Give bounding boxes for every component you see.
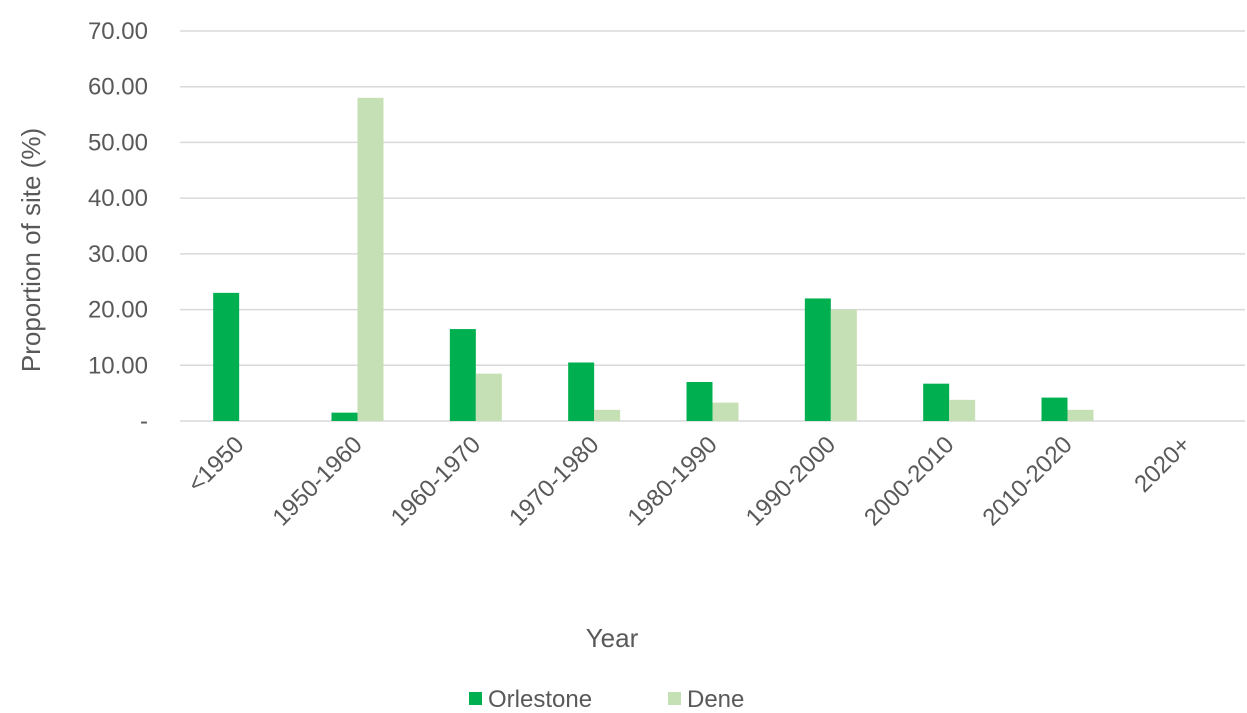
y-tick-label: 50.00 <box>88 129 148 156</box>
bar-orlestone-4 <box>686 382 713 421</box>
bar-orlestone-2 <box>449 329 476 421</box>
bar-dene-7 <box>1067 409 1094 421</box>
bar-orlestone-7 <box>1041 397 1068 421</box>
x-tick-label: 2000-2010 <box>859 431 959 531</box>
bar-dene-3 <box>594 409 621 421</box>
legend-swatch-dene <box>668 692 681 705</box>
x-tick-label: 1990-2000 <box>741 431 841 531</box>
bar-orlestone-3 <box>568 362 595 421</box>
bar-orlestone-5 <box>804 298 831 421</box>
bar-dene-1 <box>357 97 384 421</box>
y-tick-label: 70.00 <box>88 18 148 45</box>
y-tick-label: 40.00 <box>88 185 148 212</box>
x-tick-label: <1950 <box>183 431 250 498</box>
legend-label-orlestone: Orlestone <box>488 686 592 713</box>
bars <box>213 97 1094 421</box>
y-tick-label: 60.00 <box>88 74 148 101</box>
x-tick-label: 2020+ <box>1129 431 1196 498</box>
legend: Orlestone Dene <box>469 686 744 713</box>
bar-dene-2 <box>475 373 502 421</box>
y-tick-label: 10.00 <box>88 352 148 379</box>
bar-dene-5 <box>830 309 857 421</box>
x-tick-label: 2010-2020 <box>977 431 1077 531</box>
legend-label-dene: Dene <box>687 686 744 713</box>
x-tick-label: 1950-1960 <box>267 431 367 531</box>
gridlines <box>180 30 1245 422</box>
y-axis-ticks: - 10.00 20.00 30.00 40.00 50.00 60.00 70.00 <box>88 18 148 435</box>
bar-dene-6 <box>949 399 976 421</box>
x-tick-label: 1970-1980 <box>504 431 604 531</box>
y-tick-label: - <box>140 408 148 435</box>
bar-dene-4 <box>712 402 739 421</box>
x-axis-title: Year <box>586 623 639 653</box>
x-tick-label: 1980-1990 <box>622 431 722 531</box>
bar-orlestone-6 <box>923 383 950 421</box>
bar-orlestone-1 <box>331 412 358 421</box>
y-tick-label: 20.00 <box>88 297 148 324</box>
bar-orlestone-0 <box>213 292 240 421</box>
y-tick-label: 30.00 <box>88 241 148 268</box>
x-tick-label: 1960-1970 <box>386 431 486 531</box>
y-axis-title: Proportion of site (%) <box>16 128 46 372</box>
legend-swatch-orlestone <box>469 692 482 705</box>
x-axis-ticks: <1950 1950-1960 1960-1970 1970-1980 1980-199… <box>183 431 1196 531</box>
